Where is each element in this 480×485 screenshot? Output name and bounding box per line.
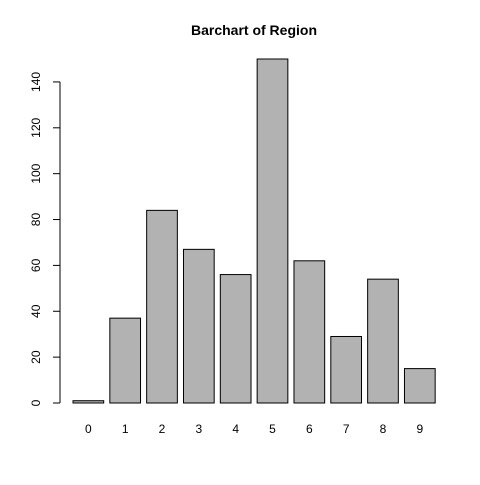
bar-4 bbox=[219, 274, 252, 404]
bar-2 bbox=[146, 209, 178, 404]
bar-1 bbox=[109, 317, 142, 404]
bar-9 bbox=[403, 368, 436, 404]
x-axis-labels: 0 1 2 3 4 5 6 7 8 9 bbox=[85, 422, 423, 436]
x-tick-label: 3 bbox=[195, 422, 202, 436]
bar-6 bbox=[293, 260, 326, 404]
x-tick-label: 1 bbox=[122, 422, 129, 436]
x-tick-label: 5 bbox=[269, 422, 276, 436]
bar-3 bbox=[182, 248, 215, 404]
chart-title: Barchart of Region bbox=[191, 22, 317, 38]
y-tick-label: 40 bbox=[29, 304, 43, 318]
y-tick-label: 100 bbox=[29, 163, 43, 183]
bar-5 bbox=[256, 58, 289, 404]
y-axis: 0 20 40 60 80 100 120 140 bbox=[29, 72, 61, 406]
x-tick-label: 6 bbox=[306, 422, 313, 436]
y-tick-label: 60 bbox=[29, 258, 43, 272]
y-tick-label: 80 bbox=[29, 213, 43, 227]
x-tick-label: 7 bbox=[343, 422, 350, 436]
bar-7 bbox=[330, 335, 363, 404]
y-tick-label: 0 bbox=[29, 399, 43, 406]
bars-group bbox=[72, 58, 436, 404]
x-tick-label: 8 bbox=[380, 422, 387, 436]
y-tick-label: 20 bbox=[29, 350, 43, 364]
x-tick-label: 4 bbox=[232, 422, 239, 436]
x-tick-label: 9 bbox=[416, 422, 423, 436]
y-tick-label: 140 bbox=[29, 72, 43, 92]
bar-0 bbox=[72, 400, 105, 404]
x-tick-label: 0 bbox=[85, 422, 92, 436]
x-tick-label: 2 bbox=[159, 422, 166, 436]
y-tick-label: 120 bbox=[29, 117, 43, 137]
bar-8 bbox=[367, 278, 399, 404]
